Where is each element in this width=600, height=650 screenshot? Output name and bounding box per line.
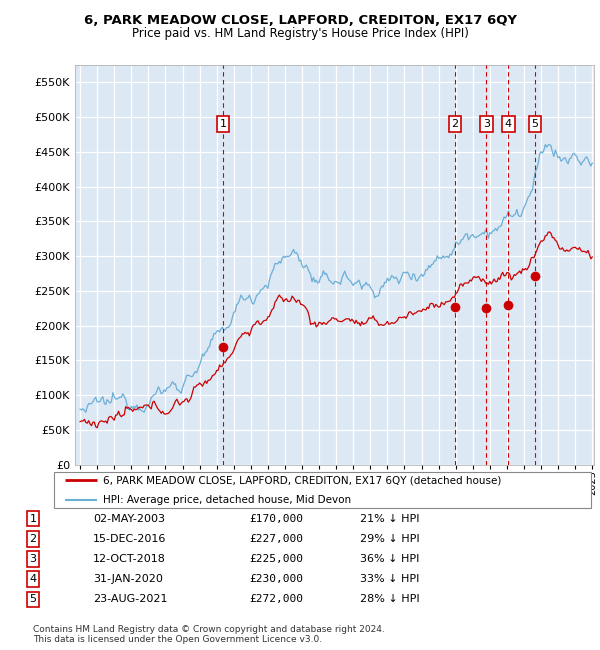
- Text: 21% ↓ HPI: 21% ↓ HPI: [360, 514, 419, 524]
- Text: Price paid vs. HM Land Registry's House Price Index (HPI): Price paid vs. HM Land Registry's House …: [131, 27, 469, 40]
- Text: 2: 2: [451, 119, 458, 129]
- Text: £225,000: £225,000: [249, 554, 303, 564]
- Text: £272,000: £272,000: [249, 594, 303, 604]
- Text: 6, PARK MEADOW CLOSE, LAPFORD, CREDITON, EX17 6QY: 6, PARK MEADOW CLOSE, LAPFORD, CREDITON,…: [83, 14, 517, 27]
- Text: 2: 2: [29, 534, 37, 544]
- Text: HPI: Average price, detached house, Mid Devon: HPI: Average price, detached house, Mid …: [103, 495, 351, 505]
- Text: 4: 4: [29, 574, 37, 584]
- Text: 12-OCT-2018: 12-OCT-2018: [93, 554, 166, 564]
- Text: 36% ↓ HPI: 36% ↓ HPI: [360, 554, 419, 564]
- Text: £170,000: £170,000: [249, 514, 303, 524]
- Text: 29% ↓ HPI: 29% ↓ HPI: [360, 534, 419, 544]
- Text: 6, PARK MEADOW CLOSE, LAPFORD, CREDITON, EX17 6QY (detached house): 6, PARK MEADOW CLOSE, LAPFORD, CREDITON,…: [103, 475, 501, 485]
- Text: 28% ↓ HPI: 28% ↓ HPI: [360, 594, 419, 604]
- Text: 5: 5: [29, 594, 37, 604]
- Text: 1: 1: [220, 119, 227, 129]
- Text: 3: 3: [29, 554, 37, 564]
- Text: 23-AUG-2021: 23-AUG-2021: [93, 594, 167, 604]
- Text: 31-JAN-2020: 31-JAN-2020: [93, 574, 163, 584]
- Text: £230,000: £230,000: [249, 574, 303, 584]
- Text: 02-MAY-2003: 02-MAY-2003: [93, 514, 165, 524]
- Text: 3: 3: [483, 119, 490, 129]
- Text: 15-DEC-2016: 15-DEC-2016: [93, 534, 166, 544]
- Text: This data is licensed under the Open Government Licence v3.0.: This data is licensed under the Open Gov…: [33, 635, 322, 644]
- Text: 4: 4: [505, 119, 512, 129]
- Text: 5: 5: [532, 119, 538, 129]
- Text: Contains HM Land Registry data © Crown copyright and database right 2024.: Contains HM Land Registry data © Crown c…: [33, 625, 385, 634]
- FancyBboxPatch shape: [54, 472, 591, 508]
- Text: 33% ↓ HPI: 33% ↓ HPI: [360, 574, 419, 584]
- Text: £227,000: £227,000: [249, 534, 303, 544]
- Text: 1: 1: [29, 514, 37, 524]
